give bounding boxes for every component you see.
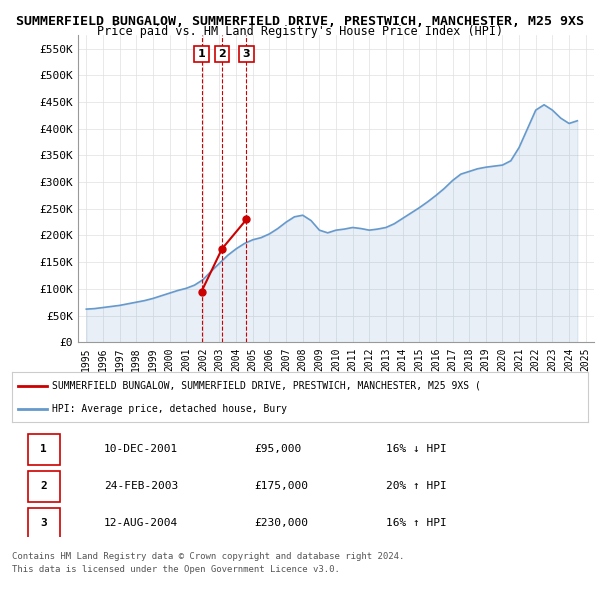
- Text: 12-AUG-2004: 12-AUG-2004: [104, 519, 178, 529]
- Text: HPI: Average price, detached house, Bury: HPI: Average price, detached house, Bury: [52, 404, 287, 414]
- Text: 3: 3: [40, 519, 47, 529]
- Text: 20% ↑ HPI: 20% ↑ HPI: [386, 481, 447, 491]
- Text: 24-FEB-2003: 24-FEB-2003: [104, 481, 178, 491]
- Text: £230,000: £230,000: [254, 519, 308, 529]
- Text: 2: 2: [40, 481, 47, 491]
- Point: [242, 215, 251, 224]
- Text: SUMMERFIELD BUNGALOW, SUMMERFIELD DRIVE, PRESTWICH, MANCHESTER, M25 9XS: SUMMERFIELD BUNGALOW, SUMMERFIELD DRIVE,…: [16, 15, 584, 28]
- Text: 10-DEC-2001: 10-DEC-2001: [104, 444, 178, 454]
- Point: [197, 287, 206, 296]
- FancyBboxPatch shape: [28, 471, 60, 502]
- Text: Price paid vs. HM Land Registry's House Price Index (HPI): Price paid vs. HM Land Registry's House …: [97, 25, 503, 38]
- FancyBboxPatch shape: [28, 434, 60, 465]
- Text: This data is licensed under the Open Government Licence v3.0.: This data is licensed under the Open Gov…: [12, 565, 340, 574]
- Text: Contains HM Land Registry data © Crown copyright and database right 2024.: Contains HM Land Registry data © Crown c…: [12, 552, 404, 560]
- Point: [217, 244, 227, 254]
- Text: 3: 3: [242, 49, 250, 59]
- Text: £95,000: £95,000: [254, 444, 301, 454]
- Text: 2: 2: [218, 49, 226, 59]
- Text: £175,000: £175,000: [254, 481, 308, 491]
- FancyBboxPatch shape: [28, 508, 60, 539]
- Text: 16% ↓ HPI: 16% ↓ HPI: [386, 444, 447, 454]
- Text: 1: 1: [40, 444, 47, 454]
- Text: 1: 1: [197, 49, 205, 59]
- Text: SUMMERFIELD BUNGALOW, SUMMERFIELD DRIVE, PRESTWICH, MANCHESTER, M25 9XS (: SUMMERFIELD BUNGALOW, SUMMERFIELD DRIVE,…: [52, 381, 481, 391]
- Text: 16% ↑ HPI: 16% ↑ HPI: [386, 519, 447, 529]
